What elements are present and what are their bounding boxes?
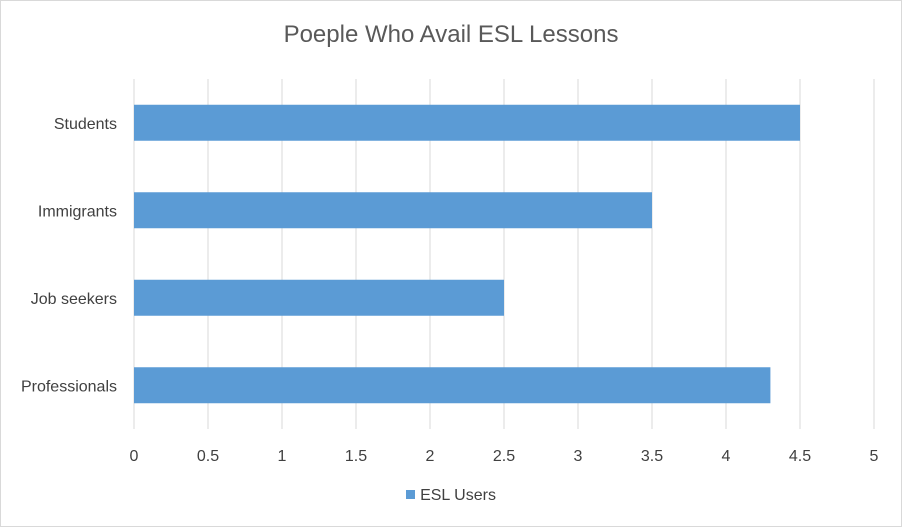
- x-tick-label: 2: [426, 448, 435, 465]
- legend-swatch: [406, 490, 416, 499]
- legend: ESL Users: [1, 487, 901, 505]
- x-tick-label: 4: [722, 448, 731, 465]
- x-tick-label: 3.5: [641, 448, 663, 465]
- bar: [134, 279, 504, 316]
- x-tick-label: 5: [870, 448, 879, 465]
- x-tick-label: 1.5: [345, 448, 367, 465]
- x-tick-label: 0.5: [197, 448, 219, 465]
- x-tick-label: 2.5: [493, 448, 515, 465]
- bar: [134, 104, 800, 141]
- legend-label: ESL Users: [420, 487, 496, 504]
- chart-title: Poeple Who Avail ESL Lessons: [283, 21, 619, 48]
- category-label: Job seekers: [31, 291, 117, 308]
- x-tick-label: 3: [574, 448, 583, 465]
- bar: [134, 192, 652, 229]
- category-label: Immigrants: [38, 203, 117, 220]
- x-tick-label: 1: [278, 448, 287, 465]
- category-label: Students: [54, 116, 117, 133]
- bar: [134, 367, 771, 404]
- x-tick-label: 4.5: [789, 448, 811, 465]
- x-tick-label: 0: [130, 448, 139, 465]
- category-label: Professionals: [21, 378, 117, 395]
